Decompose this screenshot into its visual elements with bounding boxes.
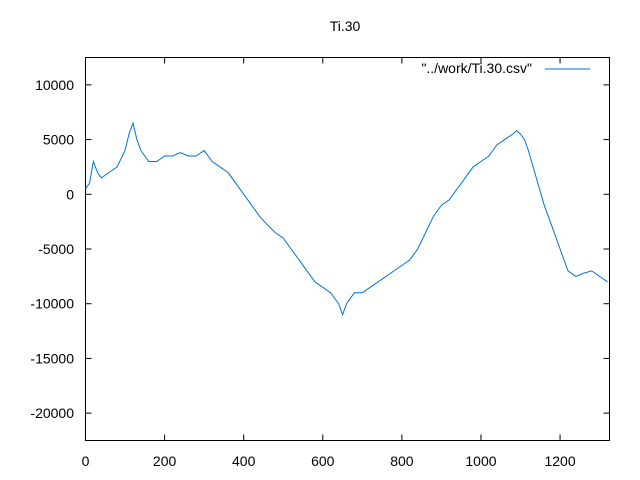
y-tick-label: 5000 xyxy=(43,132,74,148)
x-tick-label: 400 xyxy=(232,453,256,469)
x-axis: 0 200 400 600 800 1000 1200 xyxy=(82,57,576,469)
y-tick-label: -20000 xyxy=(30,405,74,421)
x-tick-label: 1000 xyxy=(465,453,496,469)
y-tick-label: -10000 xyxy=(30,296,74,312)
y-tick-label: -5000 xyxy=(38,241,74,257)
x-tick-label: 600 xyxy=(311,453,335,469)
y-tick-label: -15000 xyxy=(30,350,74,366)
legend: "../work/Ti.30.csv" xyxy=(421,60,590,76)
x-tick-label: 800 xyxy=(390,453,414,469)
chart-title: Ti.30 xyxy=(330,18,361,34)
x-tick-label: 1200 xyxy=(544,453,575,469)
y-tick-label: 0 xyxy=(66,186,74,202)
series-layer xyxy=(85,121,608,317)
series-line-0 xyxy=(85,121,608,317)
plot-area xyxy=(85,57,610,441)
y-tick-label: 10000 xyxy=(35,77,74,93)
x-tick-label: 0 xyxy=(82,453,90,469)
x-tick-label: 200 xyxy=(153,453,177,469)
legend-label: "../work/Ti.30.csv" xyxy=(421,60,532,76)
y-axis: 10000 5000 0 -5000 -10000 -15000 -20000 xyxy=(30,77,610,421)
